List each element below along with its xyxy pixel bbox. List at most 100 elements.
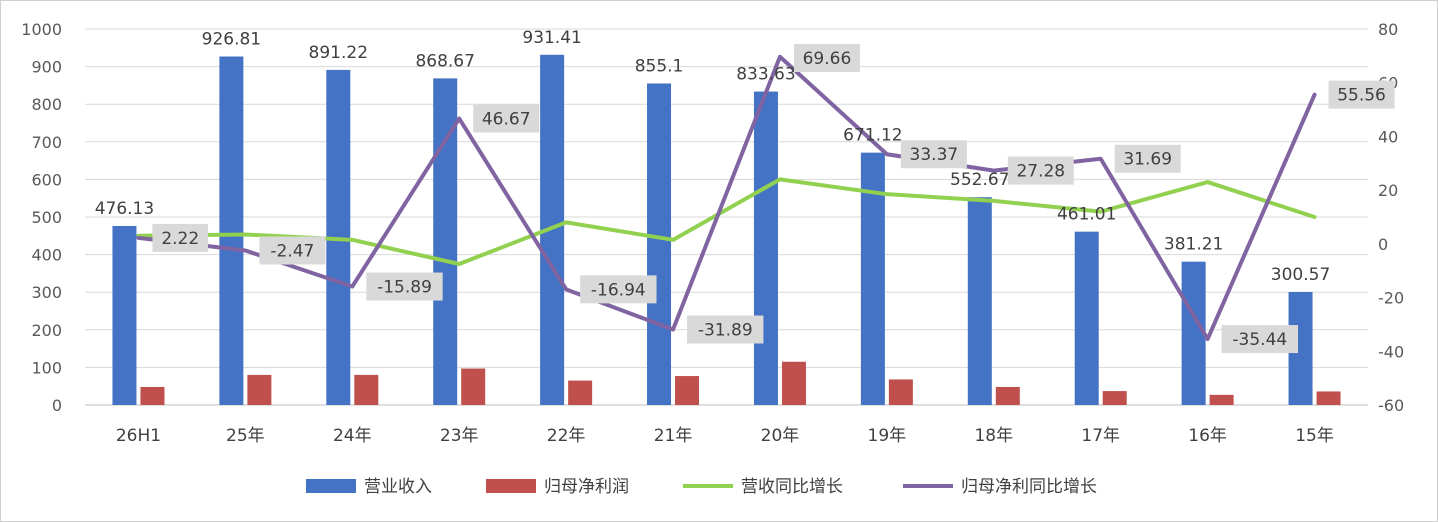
category-label: 23年 xyxy=(440,426,479,446)
profit-growth-label-box xyxy=(1007,156,1074,185)
left-tick-label: 0 xyxy=(52,396,62,415)
bars xyxy=(112,54,1341,406)
revenue-data-label: 461.01 xyxy=(1057,205,1116,225)
legend-label: 归母净利润 xyxy=(544,477,629,497)
revenue-data-label: 671.12 xyxy=(843,126,902,146)
profit-growth-data-label: 46.67 xyxy=(482,110,531,130)
revenue-data-label: 926.81 xyxy=(202,30,261,50)
legend-label: 归母净利同比增长 xyxy=(961,477,1097,497)
profit-growth-data-label: 31.69 xyxy=(1123,150,1172,170)
bar-net-profit xyxy=(354,374,379,405)
bar-net-profit xyxy=(1316,391,1341,405)
bar-net-profit xyxy=(995,386,1020,405)
bar-revenue xyxy=(647,83,672,406)
left-tick-label: 1000 xyxy=(21,20,62,39)
left-tick-label: 700 xyxy=(31,133,62,152)
profit-growth-data-label: 55.56 xyxy=(1337,86,1386,106)
bar-net-profit xyxy=(1102,391,1127,405)
category-label: 15年 xyxy=(1295,426,1334,446)
revenue-data-label: 300.57 xyxy=(1271,265,1330,285)
legend: 营业收入 归母净利润 营收同比增长 归母净利同比增长 xyxy=(306,477,1097,497)
left-tick-label: 100 xyxy=(31,358,62,377)
profit-growth-data-label: -16.94 xyxy=(591,280,646,300)
profit-growth-data-label: -2.47 xyxy=(270,241,314,261)
right-tick-label: -40 xyxy=(1378,342,1404,361)
revenue-data-label: 552.67 xyxy=(950,170,1009,190)
legend-label: 营收同比增长 xyxy=(741,477,843,497)
bar-net-profit xyxy=(781,361,806,405)
profit-growth-label-box xyxy=(580,275,657,304)
bar-revenue xyxy=(967,197,992,405)
left-tick-label: 400 xyxy=(31,246,62,265)
bar-revenue xyxy=(1074,231,1099,405)
category-labels: 26H1 25年 24年 23年 22年 21年 20年 19年 18年 17年 16年 15年 xyxy=(116,426,1334,446)
bar-net-profit xyxy=(461,368,486,405)
bar-revenue xyxy=(112,225,137,405)
profit-growth-data-label: 33.37 xyxy=(910,145,959,165)
bar-revenue xyxy=(433,78,458,406)
line-profit-growth xyxy=(136,54,1317,342)
category-label: 18年 xyxy=(974,426,1013,446)
profit-growth-label-box xyxy=(152,223,209,252)
bar-revenue xyxy=(1181,261,1206,405)
revenue-data-label: 833.63 xyxy=(736,65,795,85)
left-tick-label: 200 xyxy=(31,321,62,340)
bar-net-profit xyxy=(568,380,593,405)
bar-net-profit xyxy=(247,374,272,405)
profit-growth-data-label: 27.28 xyxy=(1016,162,1065,182)
legend-label: 营业收入 xyxy=(364,477,432,497)
left-axis-ticks: 0 100 200 300 400 500 600 700 800 900 1000 xyxy=(21,20,62,415)
profit-growth-data-label: -15.89 xyxy=(377,278,432,298)
left-tick-label: 800 xyxy=(31,95,62,114)
right-tick-label: 0 xyxy=(1378,235,1388,254)
revenue-data-label: 931.41 xyxy=(522,28,581,48)
bar-net-profit xyxy=(140,386,165,405)
revenue-data-label: 891.22 xyxy=(309,43,368,63)
revenue-data-label: 855.1 xyxy=(635,56,684,76)
profit-growth-data-label: 2.22 xyxy=(161,229,199,249)
bar-net-profit xyxy=(675,376,700,405)
profit-growth-data-label: 69.66 xyxy=(803,49,852,69)
legend-swatch xyxy=(486,479,536,493)
left-tick-label: 600 xyxy=(31,170,62,189)
revenue-data-label: 476.13 xyxy=(95,199,154,219)
category-label: 19年 xyxy=(868,426,907,446)
bar-revenue xyxy=(753,91,778,406)
right-tick-label: 80 xyxy=(1378,20,1398,39)
gridlines xyxy=(85,28,1368,406)
lines xyxy=(136,54,1317,342)
profit-growth-label-box xyxy=(1221,325,1299,354)
profit-growth-label-box xyxy=(473,104,540,133)
category-label: 16年 xyxy=(1188,426,1227,446)
profit-growth-label-box xyxy=(793,44,860,72)
profit-growth-data-label: -35.44 xyxy=(1232,330,1287,350)
left-tick-label: 900 xyxy=(31,58,62,77)
revenue-data-label: 868.67 xyxy=(415,51,474,71)
category-label: 25年 xyxy=(226,426,265,446)
right-tick-label: 20 xyxy=(1378,181,1398,200)
bar-revenue xyxy=(219,56,244,405)
profit-growth-label-box xyxy=(1328,80,1395,109)
legend-swatch xyxy=(306,479,356,493)
bar-net-profit xyxy=(1209,394,1234,405)
profit-growth-label-box xyxy=(259,236,326,265)
revenue-data-label: 381.21 xyxy=(1164,235,1223,255)
profit-growth-label-box xyxy=(687,315,764,344)
category-label: 17年 xyxy=(1081,426,1120,446)
left-tick-label: 300 xyxy=(31,283,62,302)
profit-growth-label-box xyxy=(1114,144,1181,173)
category-label: 26H1 xyxy=(116,426,161,446)
profit-growth-data-label: -31.89 xyxy=(698,321,753,341)
bar-net-profit xyxy=(888,379,913,405)
right-tick-label: -60 xyxy=(1378,396,1404,415)
right-tick-label: 40 xyxy=(1378,127,1398,146)
left-tick-label: 500 xyxy=(31,208,62,227)
category-label: 20年 xyxy=(761,426,800,446)
profit-growth-label-box xyxy=(366,272,443,301)
line-revenue-growth xyxy=(136,177,1317,266)
category-label: 21年 xyxy=(654,426,693,446)
category-label: 22年 xyxy=(547,426,586,446)
data-labels: 476.13 926.81 891.22 868.67 931.41 855.1 833.6… xyxy=(95,28,1395,354)
